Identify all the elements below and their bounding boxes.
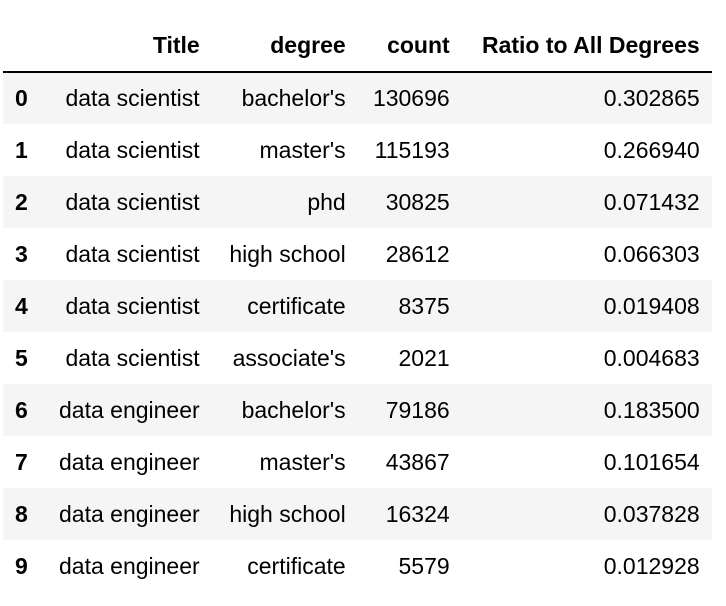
cell-count: 115193 xyxy=(374,136,450,163)
cell-count: 2021 xyxy=(398,344,450,371)
header-count: count xyxy=(357,20,462,73)
cell-degree: phd xyxy=(307,188,346,215)
table-row: 5 data scientist associate's 2021 0.0046… xyxy=(3,332,712,384)
cell-count: 28612 xyxy=(385,240,450,267)
cell-degree: bachelor's xyxy=(241,396,346,423)
row-index: 2 xyxy=(15,188,28,215)
cell-title: data scientist xyxy=(65,136,200,163)
cell-ratio: 0.004683 xyxy=(603,344,700,371)
table-row: 1 data scientist master's 115193 0.26694… xyxy=(3,124,712,176)
cell-title: data engineer xyxy=(59,552,200,579)
dataframe-table: Title degree count Ratio to All Degrees … xyxy=(3,20,712,592)
cell-count: 8375 xyxy=(398,292,450,319)
cell-ratio: 0.183500 xyxy=(603,396,700,423)
table-row: 2 data scientist phd 30825 0.071432 xyxy=(3,176,712,228)
cell-degree: certificate xyxy=(247,292,346,319)
table-row: 8 data engineer high school 16324 0.0378… xyxy=(3,488,712,540)
cell-degree: bachelor's xyxy=(241,85,346,111)
cell-title: data engineer xyxy=(59,448,200,475)
header-title: Title xyxy=(47,20,212,73)
cell-ratio: 0.037828 xyxy=(603,500,700,527)
cell-title: data engineer xyxy=(59,396,200,423)
cell-ratio: 0.066303 xyxy=(603,240,700,267)
table-row: 7 data engineer master's 43867 0.101654 xyxy=(3,436,712,488)
row-index: 9 xyxy=(15,552,28,579)
cell-title: data scientist xyxy=(65,85,200,111)
row-index: 7 xyxy=(15,448,28,475)
cell-degree: high school xyxy=(229,240,346,267)
cell-degree: associate's xyxy=(232,344,346,371)
cell-count: 79186 xyxy=(385,396,450,423)
table-body: 0 data scientist bachelor's 130696 0.302… xyxy=(3,72,712,592)
cell-count: 130696 xyxy=(372,85,450,111)
header-ratio: Ratio to All Degrees xyxy=(461,20,712,73)
header-degree: degree xyxy=(211,20,358,73)
table-row: 9 data engineer certificate 5579 0.01292… xyxy=(3,540,712,592)
cell-ratio: 0.071432 xyxy=(603,188,700,215)
table-row: 4 data scientist certificate 8375 0.0194… xyxy=(3,280,712,332)
cell-degree: high school xyxy=(229,500,346,527)
cell-title: data scientist xyxy=(65,240,200,267)
cell-count: 30825 xyxy=(385,188,450,215)
table-row: 0 data scientist bachelor's 130696 0.302… xyxy=(3,72,712,124)
cell-degree: master's xyxy=(259,448,346,475)
cell-degree: master's xyxy=(259,136,346,163)
row-index: 3 xyxy=(15,240,28,267)
cell-count: 16324 xyxy=(385,500,450,527)
cell-title: data scientist xyxy=(65,292,200,319)
row-index: 6 xyxy=(15,396,28,423)
cell-degree: certificate xyxy=(247,552,346,579)
cell-title: data scientist xyxy=(65,344,200,371)
row-index: 0 xyxy=(15,85,28,111)
cell-ratio: 0.302865 xyxy=(603,85,700,111)
header-row: Title degree count Ratio to All Degrees xyxy=(3,20,712,73)
cell-ratio: 0.019408 xyxy=(603,292,700,319)
table-row: 6 data engineer bachelor's 79186 0.18350… xyxy=(3,384,712,436)
cell-count: 5579 xyxy=(398,552,450,579)
cell-title: data engineer xyxy=(59,500,200,527)
row-index: 5 xyxy=(15,344,28,371)
cell-ratio: 0.101654 xyxy=(603,448,700,475)
cell-ratio: 0.266940 xyxy=(603,136,700,163)
row-index: 1 xyxy=(15,136,28,163)
cell-title: data scientist xyxy=(65,188,200,215)
header-index xyxy=(3,20,47,73)
cell-count: 43867 xyxy=(385,448,450,475)
table-row: 3 data scientist high school 28612 0.066… xyxy=(3,228,712,280)
table-header: Title degree count Ratio to All Degrees xyxy=(3,20,712,73)
cell-ratio: 0.012928 xyxy=(603,552,700,579)
row-index: 4 xyxy=(15,292,28,319)
row-index: 8 xyxy=(15,500,28,527)
